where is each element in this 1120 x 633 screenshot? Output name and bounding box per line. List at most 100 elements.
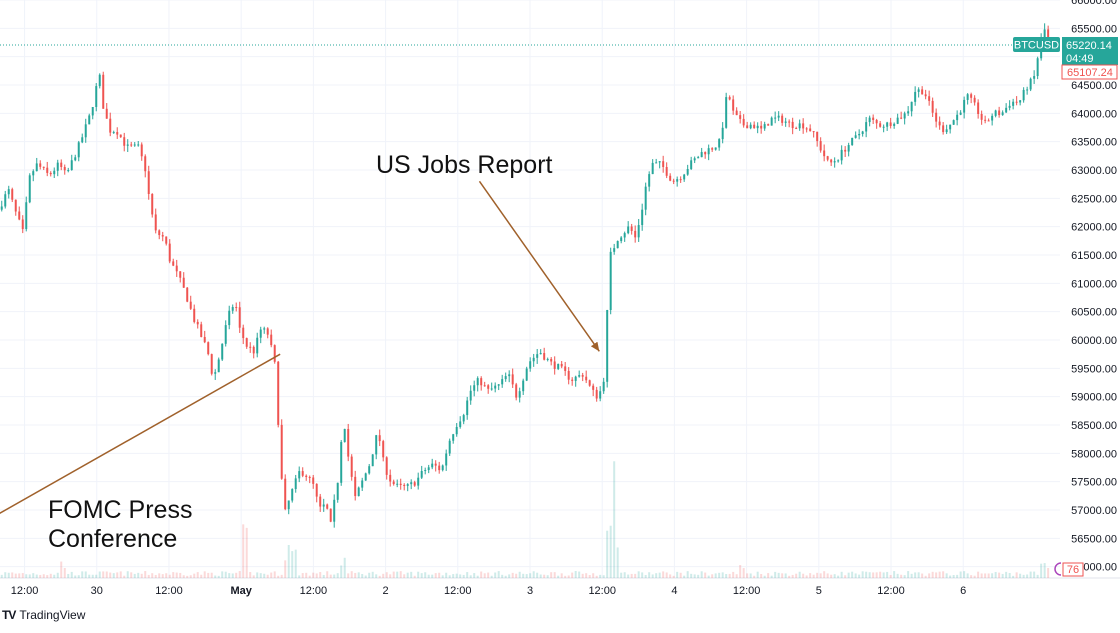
secondary-price-tag-bg — [1061, 64, 1118, 80]
volume-bar — [725, 574, 728, 578]
volume-bar — [308, 575, 311, 578]
price-tick-label: 63500.00 — [1071, 137, 1117, 149]
candle-body — [1043, 29, 1046, 38]
volume-bar — [945, 573, 948, 578]
volume-bar — [18, 573, 21, 578]
candle-body — [403, 484, 406, 486]
volume-bar — [98, 571, 101, 578]
volume-bar — [259, 573, 262, 578]
candle-body — [42, 166, 45, 168]
time-axis[interactable]: 12:00 30 12:00 May 12:00 2 12:00 3 12:00 4 12:00 5 1… — [11, 585, 967, 597]
volume-bar — [130, 572, 133, 578]
time-tick-label: 12:00 — [300, 585, 328, 597]
symbol-tag: BTCUSD — [1014, 40, 1059, 52]
candle-body — [809, 128, 812, 132]
candle-body — [4, 194, 7, 207]
volume-bar — [529, 573, 532, 578]
volume-bar — [319, 572, 322, 578]
volume-bar — [518, 571, 521, 578]
volume-bar — [739, 565, 742, 578]
candle-body — [287, 500, 290, 510]
candle-body — [676, 179, 679, 182]
volume-bar — [67, 573, 70, 578]
volume-bar — [935, 572, 938, 578]
volume-bar — [35, 574, 38, 578]
candle-body — [756, 125, 759, 129]
candle-body — [382, 441, 385, 458]
volume-bar — [868, 572, 871, 578]
volume-bar — [564, 575, 567, 578]
candle-body — [753, 124, 756, 129]
volume-bar — [427, 574, 430, 578]
volume-bar — [931, 571, 934, 578]
volume-bar — [378, 575, 381, 578]
volume-bar — [189, 575, 192, 578]
candle-body — [564, 366, 567, 371]
volume-bar — [42, 574, 45, 578]
candle-body — [931, 100, 934, 113]
candle-body — [70, 160, 73, 171]
candle-body — [364, 473, 367, 481]
volume-bar — [508, 574, 511, 578]
volume-bar — [238, 571, 241, 578]
candle-body — [665, 167, 668, 176]
candle-body — [277, 361, 280, 425]
volume-bar — [539, 574, 542, 578]
volume-bar — [889, 575, 892, 578]
volume-bar — [840, 571, 843, 578]
candle-body — [788, 121, 791, 123]
tradingview-brand[interactable]: TV TradingView — [2, 608, 85, 622]
candle-body — [858, 133, 861, 136]
volume-badge-bg — [1062, 562, 1084, 577]
candle-body — [1047, 29, 1050, 43]
time-tick-label: 12:00 — [733, 585, 761, 597]
time-tick-label: 2 — [383, 585, 389, 597]
candle-body — [256, 337, 259, 354]
volume-bar — [585, 573, 588, 578]
volume-bar — [231, 573, 234, 578]
price-tick-label: 58500.00 — [1071, 420, 1117, 432]
volume-bar — [970, 575, 973, 578]
volume-bar — [735, 574, 738, 578]
candle-body — [861, 131, 864, 134]
candle-body — [1008, 105, 1011, 108]
candle-body — [914, 91, 917, 102]
candle-body — [235, 307, 238, 309]
candle-body — [823, 150, 826, 157]
price-axis[interactable]: 56000.0056500.0057000.0057500.0058000.00… — [1071, 0, 1117, 574]
candle-body — [123, 137, 126, 146]
candle-body — [728, 97, 731, 100]
candle-body — [207, 342, 210, 355]
candle-body — [361, 480, 364, 488]
candle-body — [697, 157, 700, 159]
volume-bar — [501, 574, 504, 578]
volume-bar — [914, 572, 917, 578]
volume-bar — [60, 561, 63, 578]
volume-bar — [25, 574, 28, 578]
candle-body — [434, 463, 437, 466]
candle-body — [284, 478, 287, 510]
candle-body — [473, 385, 476, 391]
volume-bar — [151, 573, 154, 578]
time-tick-label: 12:00 — [155, 585, 183, 597]
candle-body — [343, 428, 346, 443]
candle-body — [847, 145, 850, 152]
volume-bar — [312, 572, 315, 578]
volume-bar — [1019, 573, 1022, 578]
volume-bar — [385, 572, 388, 578]
candle-body — [567, 370, 570, 380]
candle-body — [431, 463, 434, 468]
candle-body — [798, 123, 801, 129]
volume-bar — [357, 572, 360, 578]
candle-body — [1005, 107, 1008, 113]
price-tick-label: 64000.00 — [1071, 108, 1117, 120]
candle-body — [1001, 112, 1004, 116]
candle-body — [896, 117, 899, 124]
volume-bar — [900, 574, 903, 578]
candle-body — [511, 374, 514, 385]
candle-body — [693, 158, 696, 161]
volume-bar — [809, 573, 812, 578]
volume-bar — [844, 575, 847, 578]
volume-bar — [865, 571, 868, 578]
